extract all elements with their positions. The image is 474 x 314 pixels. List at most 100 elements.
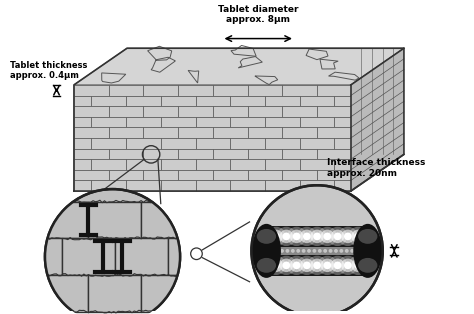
Circle shape: [344, 233, 352, 240]
Circle shape: [331, 259, 345, 272]
Bar: [62, 238, 115, 275]
Circle shape: [285, 249, 289, 253]
Circle shape: [275, 249, 279, 253]
Circle shape: [318, 256, 337, 275]
Bar: [178, 85, 213, 95]
Bar: [265, 181, 300, 191]
Circle shape: [290, 230, 303, 243]
Circle shape: [356, 249, 359, 253]
Bar: [74, 138, 91, 149]
Circle shape: [323, 249, 327, 253]
Bar: [74, 95, 91, 106]
Circle shape: [272, 262, 280, 269]
Bar: [213, 85, 247, 95]
Bar: [109, 85, 143, 95]
Circle shape: [291, 249, 295, 253]
Circle shape: [303, 262, 311, 269]
Circle shape: [323, 233, 331, 240]
Bar: [126, 95, 161, 106]
Circle shape: [297, 256, 317, 275]
Circle shape: [344, 262, 352, 269]
Bar: [178, 149, 213, 159]
Bar: [266, 226, 368, 247]
Bar: [230, 117, 265, 127]
Circle shape: [307, 249, 311, 253]
Bar: [335, 138, 351, 149]
Bar: [74, 106, 109, 117]
Bar: [300, 159, 335, 170]
Circle shape: [293, 233, 301, 240]
Circle shape: [341, 230, 355, 243]
Bar: [317, 127, 351, 138]
Circle shape: [310, 259, 324, 272]
Circle shape: [328, 227, 347, 246]
Bar: [283, 106, 317, 117]
Circle shape: [287, 256, 306, 275]
Circle shape: [318, 227, 337, 246]
Bar: [88, 202, 141, 238]
Circle shape: [361, 249, 365, 253]
Bar: [109, 106, 143, 117]
Circle shape: [280, 259, 293, 272]
Bar: [213, 106, 247, 117]
Bar: [213, 127, 247, 138]
Bar: [178, 170, 213, 181]
Bar: [143, 85, 178, 95]
Circle shape: [334, 262, 341, 269]
Text: Tablet diameter
approx. 8μm: Tablet diameter approx. 8μm: [218, 5, 299, 24]
Bar: [161, 138, 195, 149]
Bar: [126, 117, 161, 127]
Circle shape: [290, 259, 303, 272]
Bar: [265, 117, 300, 127]
Circle shape: [269, 259, 283, 272]
Bar: [335, 181, 351, 191]
Circle shape: [283, 262, 290, 269]
Bar: [109, 149, 143, 159]
Bar: [74, 159, 91, 170]
Circle shape: [293, 262, 301, 269]
Circle shape: [297, 227, 317, 246]
Bar: [247, 170, 283, 181]
Text: Interface thickness
approx. 20nm: Interface thickness approx. 20nm: [327, 158, 425, 178]
Bar: [126, 181, 161, 191]
Bar: [126, 159, 161, 170]
Ellipse shape: [358, 258, 377, 273]
Bar: [143, 149, 178, 159]
Circle shape: [313, 262, 321, 269]
Bar: [213, 170, 247, 181]
Circle shape: [266, 227, 286, 246]
Circle shape: [310, 230, 324, 243]
Circle shape: [266, 256, 286, 275]
Bar: [195, 181, 230, 191]
Bar: [300, 138, 335, 149]
Bar: [247, 106, 283, 117]
Circle shape: [269, 230, 283, 243]
Circle shape: [354, 262, 362, 269]
Bar: [335, 159, 351, 170]
Bar: [74, 117, 91, 127]
Bar: [88, 275, 141, 312]
Circle shape: [308, 256, 327, 275]
Bar: [115, 238, 168, 275]
Bar: [126, 138, 161, 149]
Circle shape: [45, 189, 180, 314]
Polygon shape: [351, 48, 404, 191]
Circle shape: [252, 185, 383, 314]
Bar: [247, 149, 283, 159]
Bar: [74, 127, 109, 138]
Bar: [195, 159, 230, 170]
Bar: [141, 202, 194, 238]
Circle shape: [280, 249, 284, 253]
Circle shape: [351, 230, 365, 243]
Ellipse shape: [257, 229, 276, 244]
Circle shape: [269, 249, 273, 253]
Ellipse shape: [358, 229, 377, 244]
Circle shape: [348, 256, 368, 275]
Bar: [178, 106, 213, 117]
Bar: [195, 95, 230, 106]
Bar: [230, 138, 265, 149]
Bar: [91, 95, 126, 106]
Bar: [266, 247, 368, 255]
Circle shape: [351, 259, 365, 272]
Bar: [335, 117, 351, 127]
